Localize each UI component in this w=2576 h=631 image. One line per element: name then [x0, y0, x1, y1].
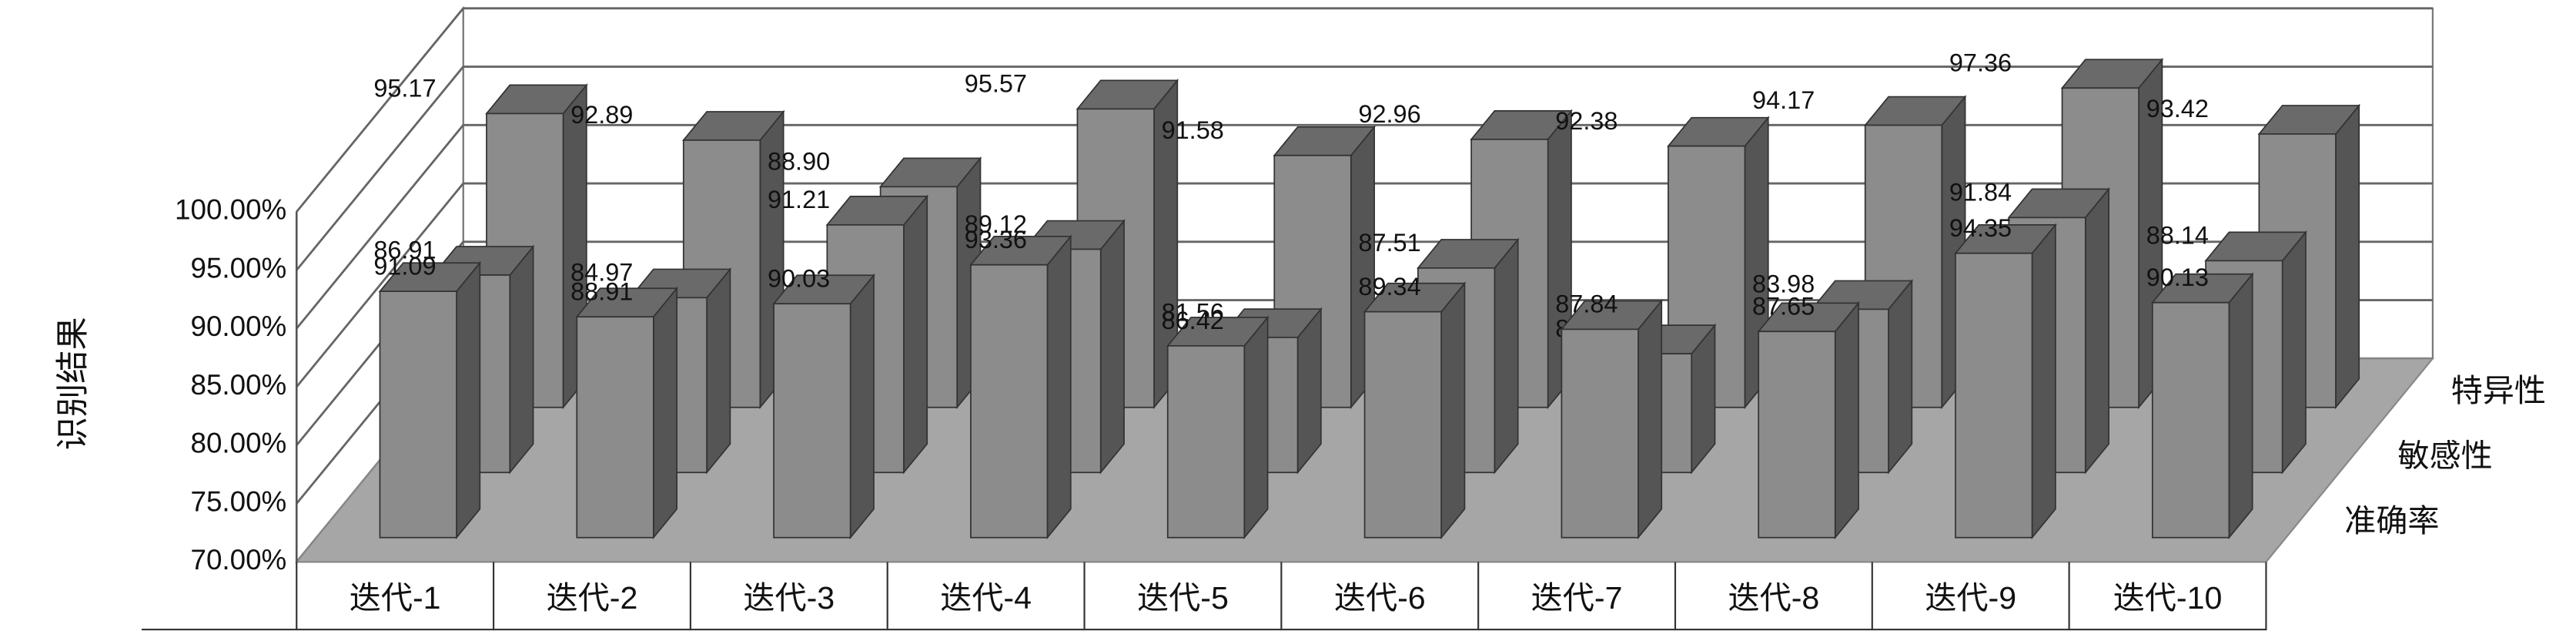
value-label: 91.21	[768, 186, 830, 213]
grid-line	[296, 123, 2433, 330]
bar-side	[1834, 300, 1859, 540]
bar-side	[903, 194, 928, 475]
value-label: 95.17	[373, 75, 436, 102]
y-tick-label: 70.00%	[191, 544, 287, 576]
y-axis-label: 识别结果	[55, 317, 92, 450]
bar	[1758, 331, 1836, 539]
bar	[379, 290, 457, 539]
bar-side	[2084, 186, 2109, 475]
value-label: 84.97	[570, 259, 633, 287]
x-tick-label: 迭代-7	[1531, 580, 1623, 616]
value-label: 88.90	[768, 148, 830, 176]
bar	[1166, 345, 1246, 539]
bar-side	[2031, 223, 2056, 540]
value-label: 87.51	[1358, 229, 1420, 257]
y-tick-label: 90.00%	[191, 310, 287, 342]
value-label: 88.14	[2146, 222, 2209, 250]
legend-label: 准确率	[2344, 503, 2439, 539]
x-tick-label: 迭代-2	[547, 580, 638, 616]
value-label: 91.09	[373, 252, 436, 280]
bar	[773, 303, 851, 539]
bar-side	[1888, 279, 1913, 475]
bar	[576, 316, 654, 539]
x-tick-label: 迭代-10	[2113, 580, 2223, 616]
grid-line	[296, 65, 2433, 271]
y-tick-label: 85.00%	[191, 369, 287, 401]
y-tick-label: 100.00%	[175, 194, 286, 226]
value-label: 83.98	[1752, 270, 1815, 298]
bar	[1363, 310, 1442, 539]
bar	[970, 263, 1049, 539]
bar-side	[706, 267, 731, 475]
value-label: 95.57	[965, 70, 1027, 98]
bar-side	[1494, 237, 1519, 475]
bar-side	[1440, 281, 1466, 540]
value-label: 87.84	[1555, 290, 1618, 318]
value-label: 94.35	[1949, 214, 2012, 242]
x-tick-label: 迭代-6	[1334, 580, 1426, 616]
bar	[1955, 252, 2033, 539]
value-label: 94.17	[1752, 86, 1815, 114]
bar-side	[2281, 230, 2307, 475]
x-tick-label: 迭代-5	[1137, 580, 1229, 616]
bar-side	[652, 286, 678, 540]
value-label: 90.03	[768, 265, 830, 293]
y-tick-label: 75.00%	[191, 485, 287, 517]
value-label: 86.91	[373, 236, 436, 263]
value-label: 92.96	[1358, 100, 1420, 128]
grid-line	[296, 240, 2433, 446]
value-label: 86.42	[1162, 307, 1224, 334]
grid-line	[296, 182, 2433, 388]
value-label: 89.12	[965, 210, 1027, 238]
value-label: 88.91	[570, 277, 633, 305]
bar-side	[1638, 299, 1663, 540]
grid-line	[296, 7, 2433, 213]
x-tick-label: 迭代-9	[1925, 580, 2016, 616]
value-label: 90.13	[2146, 263, 2209, 291]
bar	[1561, 328, 1639, 539]
bar-side	[509, 244, 534, 475]
y-tick-label: 95.00%	[191, 252, 287, 284]
x-tick-label: 迭代-4	[940, 580, 1032, 616]
value-label: 91.58	[1162, 116, 1224, 144]
value-label: 92.89	[570, 101, 633, 129]
bar-side	[2335, 103, 2360, 410]
value-label: 89.34	[1358, 273, 1420, 300]
value-label: 93.42	[2146, 95, 2209, 123]
value-label: 93.36	[965, 226, 1027, 253]
value-label: 97.36	[1949, 49, 2012, 76]
bar-side	[849, 273, 875, 540]
x-tick-label: 迭代-1	[350, 580, 441, 616]
x-tick-label: 迭代-3	[743, 580, 835, 616]
bar	[2151, 301, 2230, 539]
bar-side	[2228, 272, 2253, 540]
legend-label: 敏感性	[2397, 438, 2492, 474]
bar-side	[1243, 315, 1269, 540]
value-label: 91.84	[1949, 179, 2012, 206]
value-label: 92.38	[1555, 107, 1618, 135]
y-tick-label: 80.00%	[191, 428, 287, 459]
value-label: 87.65	[1752, 293, 1815, 321]
bar-side	[1046, 234, 1072, 540]
legend-label: 特异性	[2451, 373, 2546, 408]
bar-side	[456, 260, 481, 540]
x-tick-label: 迭代-8	[1728, 580, 1820, 616]
bar-side	[1099, 219, 1125, 475]
